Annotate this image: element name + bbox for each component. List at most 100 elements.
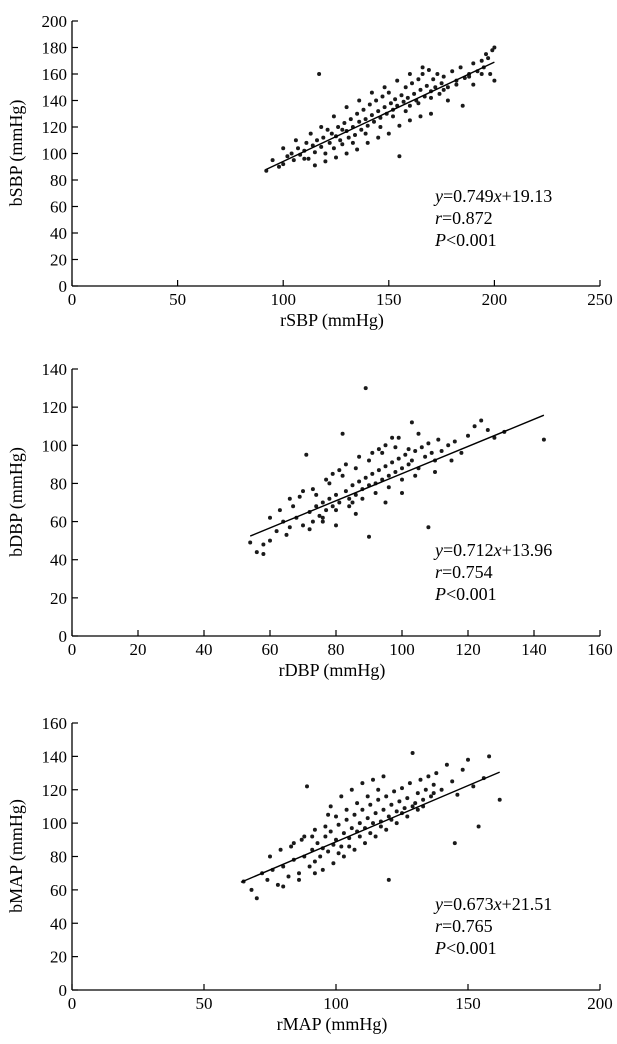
r-annotation: r=0.754 (435, 562, 493, 582)
y-tick-label: 120 (42, 398, 68, 417)
scatter-point (407, 72, 412, 76)
scatter-point (336, 125, 341, 129)
scatter-point (418, 87, 423, 92)
scatter-point (445, 98, 450, 103)
scatter-point (254, 896, 259, 901)
p-annotation: P<0.001 (434, 584, 497, 604)
y-tick-label: 140 (42, 747, 68, 766)
scatter-point (284, 532, 289, 537)
x-tick-label: 0 (68, 994, 77, 1013)
scatter-point (320, 519, 325, 524)
scatter-point (310, 519, 315, 524)
scatter-point (455, 792, 460, 797)
scatter-point (429, 794, 433, 799)
p-annotation: P<0.001 (434, 938, 497, 958)
y-tick-label: 100 (42, 436, 68, 455)
scatter-point (410, 751, 415, 755)
scatter-point (423, 454, 428, 459)
scatter-point (433, 470, 437, 474)
scatter-point (460, 103, 465, 108)
scatter-point (323, 151, 328, 156)
scatter-point (310, 834, 315, 839)
scatter-point (441, 74, 446, 79)
scatter-point (327, 481, 332, 486)
y-tick-label: 200 (42, 12, 68, 31)
scatter-point (343, 462, 348, 467)
scatter-point (471, 784, 476, 789)
scatter-point (353, 466, 358, 471)
scatter-point (386, 473, 391, 478)
x-tick-label: 200 (482, 290, 508, 309)
x-tick-label: 80 (328, 640, 345, 659)
scatter-point (261, 542, 266, 547)
scatter-point (278, 847, 283, 852)
scatter-point (441, 87, 446, 92)
scatter-point (393, 445, 398, 450)
scatter-point (343, 489, 348, 494)
scatter-point (426, 441, 431, 446)
scatter-point (344, 817, 349, 822)
scatter-point (312, 827, 317, 832)
scatter-point (426, 68, 431, 72)
scatter-point (365, 140, 370, 145)
scatter-point (347, 504, 352, 509)
scatter-point (378, 125, 383, 129)
scatter-point (376, 447, 381, 452)
scatter-point (337, 468, 342, 473)
scatter-point (396, 456, 401, 461)
scatter-point (315, 138, 319, 143)
scatter-point (412, 91, 417, 96)
scatter-point (405, 95, 410, 100)
scatter-point (319, 125, 324, 129)
scatter-point (324, 508, 329, 513)
scatter-point (325, 127, 330, 132)
scatter-point (297, 871, 301, 876)
chart-sbp: 0 20 40 60 80 100 120 140 160 180 200 0 50 100 150 200 2… (6, 12, 613, 331)
scatter-point (388, 101, 393, 106)
scatter-point (460, 767, 465, 772)
scatter-point (264, 168, 269, 173)
scatter-point (265, 877, 270, 882)
x-tick-label: 60 (262, 640, 279, 659)
scatter-point (355, 801, 360, 806)
y-tick-label: 60 (50, 513, 67, 532)
y-tick-label: 40 (50, 551, 67, 570)
scatter-point (479, 72, 484, 76)
scatter-point (429, 95, 433, 100)
scatter-point (338, 138, 343, 143)
scatter-point (373, 491, 378, 495)
scatter-point (367, 534, 371, 539)
scatter-point (393, 97, 398, 102)
scatter-point (336, 851, 341, 856)
scatter-point (369, 113, 374, 118)
scatter-point (403, 452, 408, 457)
scatter-point (314, 492, 319, 497)
scatter-point (317, 513, 322, 518)
scatter-point (418, 114, 423, 119)
scatter-point (285, 154, 290, 159)
scatter-point (363, 841, 367, 846)
y-tick-label: 80 (50, 848, 67, 867)
scatter-point (320, 500, 325, 505)
scatter-point (291, 158, 296, 163)
scatter-point (363, 117, 368, 122)
scatter-point (382, 85, 387, 90)
scatter-point (383, 464, 388, 469)
scatter-point (488, 72, 493, 76)
scatter-point (347, 496, 352, 501)
scatter-point (360, 496, 365, 501)
scatter-point (323, 824, 328, 829)
scatter-point (476, 824, 481, 829)
scatter-point (405, 796, 410, 801)
scatter-point (386, 877, 391, 882)
scatter-point (365, 123, 370, 128)
y-axis-label: bSBP (mmHg) (6, 100, 27, 207)
scatter-point (413, 801, 418, 806)
y-tick-label: 0 (59, 981, 68, 1000)
scatter-point (400, 477, 404, 482)
x-tick-label: 120 (455, 640, 481, 659)
scatter-point (348, 117, 353, 122)
scatter-point (302, 834, 307, 839)
scatter-point (378, 824, 383, 829)
scatter-point (342, 121, 347, 125)
